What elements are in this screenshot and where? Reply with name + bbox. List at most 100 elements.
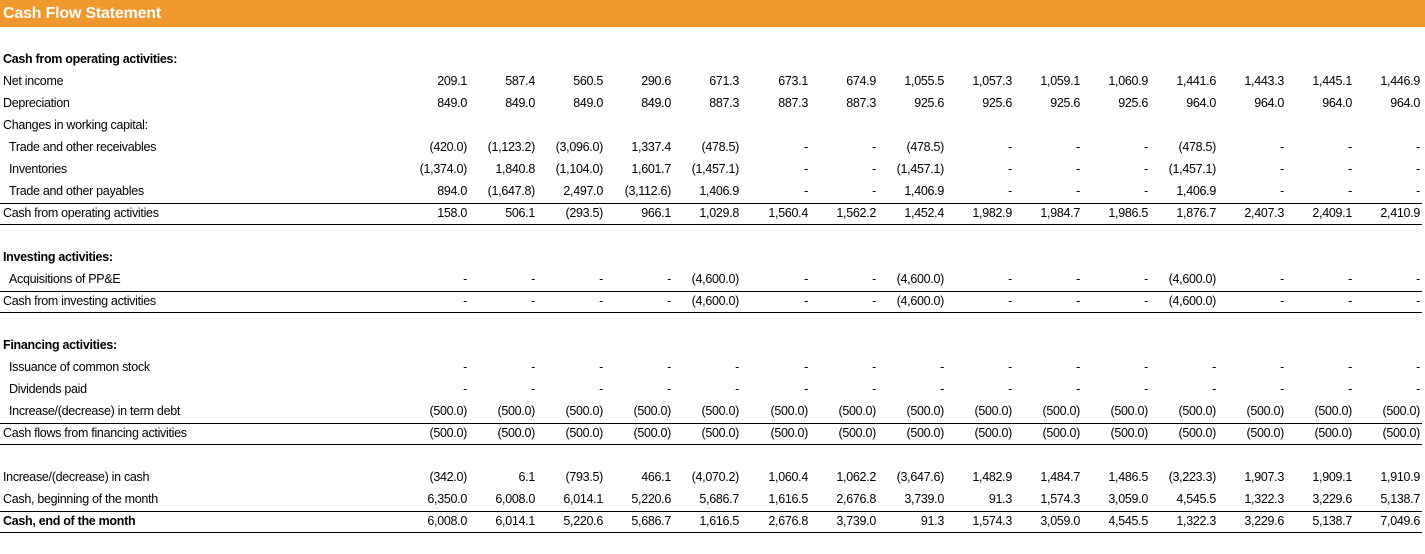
title-bar: Cash Flow Statement <box>0 0 1425 27</box>
cell-value: - <box>1008 184 1012 198</box>
cell-value: - <box>735 382 739 396</box>
table-row <box>0 224 1425 246</box>
row-label: Dividends paid <box>9 382 87 396</box>
cell-value: 1,057.3 <box>972 74 1012 88</box>
cell-value: 1,574.3 <box>1040 492 1080 506</box>
table-row: Cash from operating activities 158.0 506.1… <box>0 202 1425 224</box>
cell-value: 1,059.1 <box>1040 74 1080 88</box>
cell-value: 1,910.9 <box>1380 470 1420 484</box>
table-row: Issuance of common stock - - - - - - - - - - - - - - - <box>0 356 1425 378</box>
row-label: Increase/(decrease) in term debt <box>9 404 181 418</box>
cell-value: 209.1 <box>437 74 467 88</box>
cell-value: - <box>804 162 808 176</box>
table-row: Changes in working capital: <box>0 114 1425 136</box>
cell-value: - <box>1416 294 1420 308</box>
row-label: Net income <box>3 74 64 88</box>
cell-value: 1,482.9 <box>972 470 1012 484</box>
row-label: Financing activities: <box>3 338 117 352</box>
cell-value: - <box>667 272 671 286</box>
row-label: Issuance of common stock <box>9 360 150 374</box>
cell-value: 887.3 <box>778 96 808 110</box>
cell-value: - <box>1008 272 1012 286</box>
cell-value: - <box>463 272 467 286</box>
cell-value: - <box>1076 140 1080 154</box>
cell-value: 671.3 <box>709 74 739 88</box>
total-top-rule <box>0 291 1422 292</box>
row-label: Changes in working capital: <box>3 118 148 132</box>
cell-value: (500.0) <box>497 404 535 418</box>
cell-value: 966.1 <box>641 206 671 220</box>
cell-value: 1,406.9 <box>904 184 944 198</box>
cell-value: - <box>1348 294 1352 308</box>
cell-value: (3,647.6) <box>896 470 945 484</box>
cell-value: - <box>667 294 671 308</box>
cell-value: (500.0) <box>906 426 944 440</box>
cell-value: 1,876.7 <box>1176 206 1216 220</box>
cell-value: - <box>804 272 808 286</box>
cell-value: 674.9 <box>846 74 876 88</box>
row-label: Cash, beginning of the month <box>3 492 158 506</box>
cell-value: (1,647.8) <box>487 184 536 198</box>
cell-value: (4,600.0) <box>896 272 945 286</box>
table-row: Depreciation 849.0 849.0 849.0 849.0 887.3 887… <box>0 92 1425 114</box>
cell-value: (4,600.0) <box>691 294 740 308</box>
cell-value: 5,686.7 <box>631 514 671 528</box>
cell-value: - <box>1212 382 1216 396</box>
cell-value: - <box>804 382 808 396</box>
cell-value: (1,123.2) <box>487 140 536 154</box>
cell-value: - <box>872 162 876 176</box>
cell-value: 1,574.3 <box>972 514 1012 528</box>
cell-value: 3,739.0 <box>904 492 944 506</box>
sheet-title: Cash Flow Statement <box>3 4 162 22</box>
cell-value: 5,138.7 <box>1380 492 1420 506</box>
cell-value: 887.3 <box>846 96 876 110</box>
total-bottom-rule <box>0 312 1422 313</box>
cell-value: (500.0) <box>838 404 876 418</box>
cell-value: 2,676.8 <box>768 514 808 528</box>
cell-value: - <box>804 294 808 308</box>
cell-value: 1,337.4 <box>631 140 671 154</box>
table-row: Inventories (1,374.0) 1,840.8 (1,104.0) 1,60… <box>0 158 1425 180</box>
cell-value: 2,497.0 <box>563 184 603 198</box>
table-row: Trade and other payables 894.0 (1,647.8) 2,… <box>0 180 1425 202</box>
table-row: Investing activities: <box>0 246 1425 268</box>
cell-value: (478.5) <box>701 140 739 154</box>
cell-value: - <box>1212 360 1216 374</box>
cell-value: (500.0) <box>1110 404 1148 418</box>
cell-value: - <box>667 360 671 374</box>
cell-value: (1,104.0) <box>555 162 604 176</box>
cell-value: - <box>1348 382 1352 396</box>
cell-value: 1,406.9 <box>699 184 739 198</box>
cell-value: 3,739.0 <box>836 514 876 528</box>
cell-value: (500.0) <box>1042 404 1080 418</box>
cell-value: - <box>940 360 944 374</box>
row-label: Cash flows from financing activities <box>3 426 187 440</box>
row-label: Acquisitions of PP&E <box>9 272 121 286</box>
cell-value: 4,545.5 <box>1176 492 1216 506</box>
row-label: Cash from operating activities <box>3 206 159 220</box>
cell-value: (500.0) <box>565 426 603 440</box>
cell-value: 506.1 <box>505 206 535 220</box>
cell-value: 1,406.9 <box>1176 184 1216 198</box>
cell-value: 894.0 <box>437 184 467 198</box>
cell-value: - <box>463 382 467 396</box>
cell-value: 1,982.9 <box>972 206 1012 220</box>
cell-value: 91.3 <box>988 492 1012 506</box>
table-row: Acquisitions of PP&E - - - - (4,600.0) - - (4,60… <box>0 268 1425 290</box>
cell-value: - <box>531 382 535 396</box>
row-label: Depreciation <box>3 96 70 110</box>
total-top-rule <box>0 203 1422 204</box>
cell-value: 5,138.7 <box>1312 514 1352 528</box>
cell-value: - <box>872 294 876 308</box>
cell-value: (3,112.6) <box>624 184 672 198</box>
cell-value: - <box>804 360 808 374</box>
cell-value: 7,049.6 <box>1380 514 1420 528</box>
row-label: Trade and other receivables <box>9 140 157 154</box>
row-label: Cash from operating activities: <box>3 52 178 66</box>
cell-value: - <box>1416 272 1420 286</box>
cell-value: (500.0) <box>429 426 467 440</box>
cell-value: - <box>1348 184 1352 198</box>
cell-value: (4,600.0) <box>1168 272 1217 286</box>
table-row: Cash flows from financing activities (500… <box>0 422 1425 444</box>
cell-value: 964.0 <box>1322 96 1352 110</box>
